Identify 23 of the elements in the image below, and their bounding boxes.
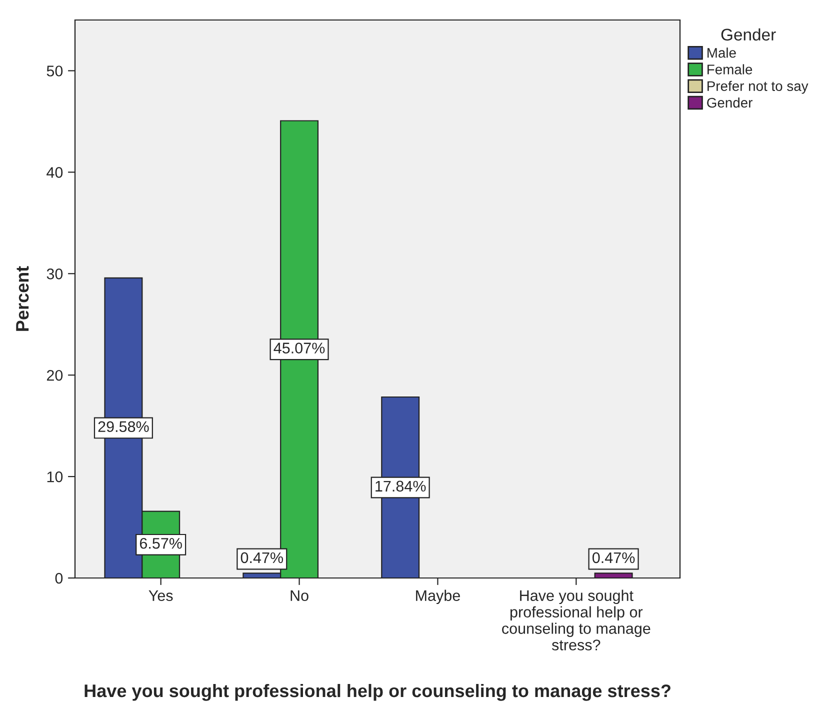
legend-label: Gender: [707, 97, 752, 108]
x-tick-label: Have you sought professional help or counseling to manage stress?: [502, 590, 650, 650]
x-axis-title: Have you sought professional help or counseling to manage stress?: [84, 684, 670, 701]
legend-label: Male: [708, 48, 736, 58]
data-label: 45.07%: [274, 342, 325, 354]
data-label: 17.84%: [376, 480, 426, 492]
y-tick-label: 30: [46, 268, 63, 280]
data-label: 0.47%: [592, 552, 635, 564]
legend-label: Prefer not to say: [708, 80, 808, 94]
y-tick-label: 10: [47, 471, 63, 482]
y-tick-label: 40: [46, 167, 63, 178]
x-tick-label: Maybe: [416, 590, 460, 604]
x-tick-label: Yes: [148, 590, 173, 602]
y-tick-label: 20: [46, 370, 63, 381]
data-label: 6.57%: [140, 538, 182, 549]
x-tick-label: No: [290, 590, 308, 602]
legend-title: Gender: [721, 28, 776, 41]
y-tick-label: 50: [46, 66, 63, 76]
y-axis-title: Percent: [16, 266, 29, 331]
data-label: 0.47%: [240, 552, 284, 564]
legend-label: Female: [708, 64, 752, 74]
y-tick-label: 0: [55, 572, 63, 584]
data-label: 29.58%: [98, 421, 149, 432]
